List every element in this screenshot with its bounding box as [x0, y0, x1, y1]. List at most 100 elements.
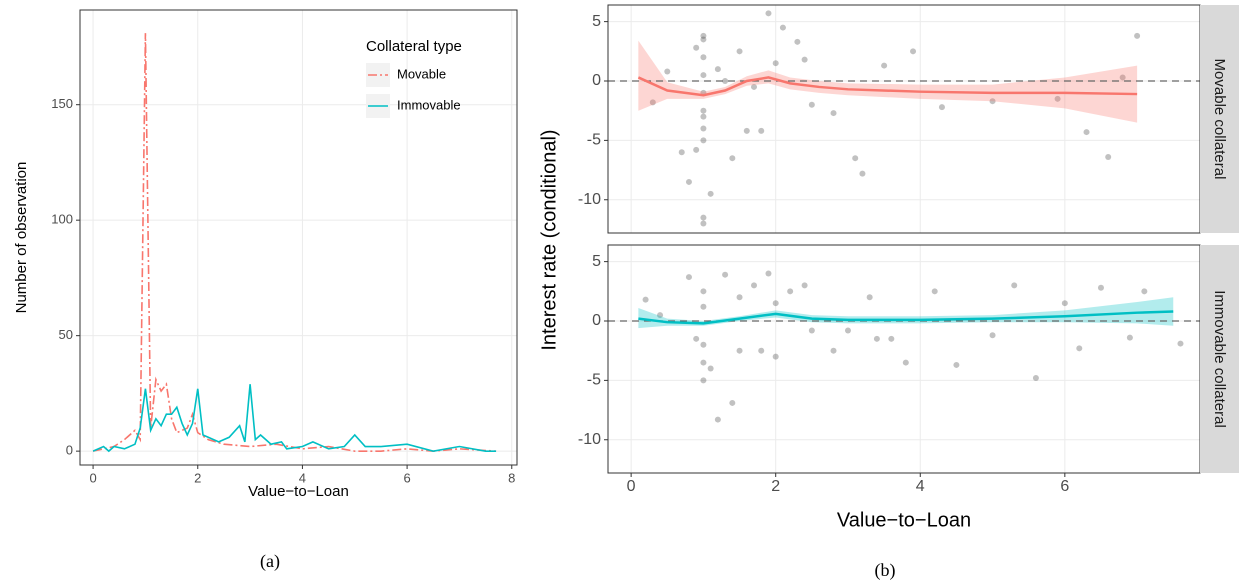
- point: [772, 60, 779, 67]
- y-tick-label: 100: [51, 212, 73, 227]
- point: [1076, 345, 1083, 352]
- point: [729, 155, 736, 162]
- point: [664, 68, 671, 75]
- strip: [1200, 245, 1239, 473]
- point: [693, 146, 700, 153]
- smooth-line: [637, 76, 1138, 97]
- y-tick-label: 0: [66, 443, 73, 458]
- point: [881, 62, 888, 69]
- point: [989, 332, 996, 339]
- point: [700, 214, 707, 221]
- confidence-band: [638, 40, 1138, 123]
- point: [700, 36, 707, 43]
- point: [765, 270, 772, 277]
- y-axis-title: Number of observation: [13, 162, 30, 314]
- strip: [1200, 5, 1239, 233]
- point: [808, 327, 815, 334]
- point: [852, 155, 859, 162]
- point: [873, 335, 880, 342]
- point: [700, 377, 707, 384]
- point: [801, 56, 808, 63]
- x-axis-title: Value−to−Loan: [248, 483, 349, 500]
- point: [830, 347, 837, 354]
- point: [989, 98, 996, 105]
- point: [678, 149, 685, 156]
- point: [736, 294, 743, 301]
- point: [1061, 300, 1068, 307]
- point: [866, 294, 873, 301]
- point: [902, 359, 909, 366]
- point: [859, 170, 866, 177]
- point: [844, 327, 851, 334]
- point: [700, 107, 707, 114]
- x-tick-label: 0: [627, 478, 636, 495]
- point: [700, 303, 707, 310]
- point: [729, 399, 736, 406]
- smooth-line: [638, 310, 1174, 325]
- panel-border: [79, 9, 518, 466]
- x-tick-label: 4: [916, 478, 925, 495]
- point: [1177, 340, 1184, 347]
- point: [1105, 154, 1112, 160]
- point: [685, 274, 692, 281]
- point: [693, 44, 700, 51]
- panel: [608, 245, 1200, 473]
- y-axis-title: Interest rate (conditional): [538, 129, 560, 350]
- point: [931, 288, 938, 295]
- caption: (b): [875, 560, 896, 581]
- point: [751, 282, 758, 289]
- point: [758, 127, 765, 134]
- point: [700, 72, 707, 79]
- panel: [608, 5, 1200, 233]
- x-tick-label: 2: [194, 470, 201, 485]
- point: [700, 341, 707, 348]
- point: [707, 190, 714, 197]
- legend-label: Immovable: [397, 97, 461, 112]
- point: [794, 38, 801, 45]
- point: [700, 113, 707, 120]
- point: [1011, 282, 1018, 289]
- point: [649, 99, 656, 106]
- point: [707, 365, 714, 372]
- x-tick-label: 8: [508, 470, 515, 485]
- point: [1119, 74, 1126, 81]
- y-tick-label: 150: [51, 96, 73, 111]
- point: [1134, 32, 1141, 39]
- point: [779, 24, 786, 31]
- legend-title: Collateral type: [366, 38, 462, 55]
- point: [772, 353, 779, 360]
- point: [714, 66, 721, 73]
- y-tick-label: 5: [592, 253, 601, 270]
- point: [700, 125, 707, 132]
- point: [722, 78, 729, 84]
- x-tick-label: 0: [89, 470, 96, 485]
- y-tick-label: -10: [578, 191, 601, 208]
- point: [714, 416, 721, 423]
- x-tick-label: 4: [299, 470, 306, 485]
- legend-label: Movable: [397, 66, 446, 81]
- point: [736, 347, 743, 354]
- point: [657, 312, 664, 319]
- point: [1126, 334, 1133, 341]
- point: [751, 83, 758, 90]
- x-tick-label: 6: [1060, 478, 1069, 495]
- point: [808, 101, 815, 108]
- point: [888, 335, 895, 342]
- strip-label: Movable collateral: [1211, 59, 1228, 180]
- point: [700, 32, 707, 39]
- y-tick-label: -5: [587, 372, 601, 389]
- line: [92, 384, 497, 453]
- point: [1032, 375, 1039, 381]
- point: [642, 296, 649, 303]
- y-tick-label: 50: [59, 327, 73, 342]
- x-axis-title: Value−to−Loan: [837, 509, 971, 531]
- point: [953, 361, 960, 368]
- point: [910, 48, 917, 55]
- y-tick-label: 0: [592, 72, 601, 89]
- point: [1097, 284, 1104, 291]
- confidence-band: [638, 297, 1174, 329]
- point: [700, 359, 707, 366]
- point: [693, 335, 700, 342]
- point: [830, 110, 837, 117]
